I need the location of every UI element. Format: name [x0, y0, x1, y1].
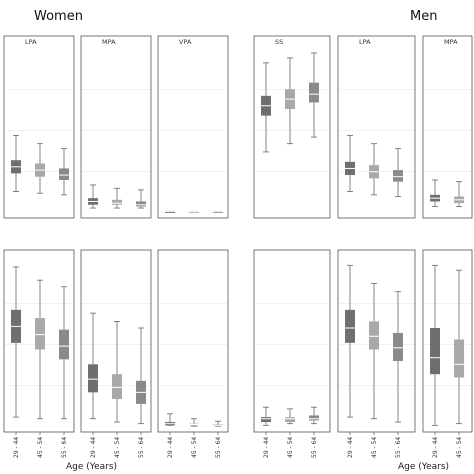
x-tick-label: 29 - 44	[167, 437, 174, 458]
box-iqr	[136, 201, 146, 207]
panel-frame	[80, 249, 152, 433]
box-iqr	[345, 309, 355, 343]
box-iqr	[309, 82, 319, 103]
x-tick-label: 29 - 44	[90, 437, 97, 458]
panels-layer: LPA MPA VPA SS LPA MPA 29 - 44 45 - 54 55 - 64 29…	[3, 35, 473, 458]
x-axis-title-men: Age (Years)	[398, 462, 449, 472]
x-tick-label: 55 - 64	[395, 437, 402, 458]
x-tick-label: 45 - 54	[287, 437, 294, 458]
x-tick-label: 55 - 64	[311, 437, 318, 458]
x-tick-label: 45 - 54	[191, 437, 198, 458]
panel-frame	[157, 35, 229, 219]
box-iqr	[393, 170, 403, 182]
x-tick-label: 45 - 54	[371, 437, 378, 458]
women-group-title: Women	[34, 9, 83, 24]
box-iqr	[430, 328, 440, 375]
x-tick-label: 55 - 64	[215, 437, 222, 458]
x-tick-label: 55 - 64	[61, 437, 68, 458]
box-iqr	[369, 321, 379, 350]
x-tick-label: 45 - 54	[456, 437, 463, 458]
panel-label: MPA	[444, 38, 458, 46]
box-iqr	[213, 211, 223, 213]
box-iqr	[35, 318, 45, 350]
box-iqr	[285, 417, 295, 423]
box-iqr	[189, 211, 199, 213]
panel-label: LPA	[359, 38, 371, 46]
x-tick-label: 29 - 44	[263, 437, 270, 458]
box-iqr	[59, 168, 69, 180]
box-iqr	[112, 374, 122, 399]
box-iqr	[165, 211, 175, 213]
panel-label: SS	[275, 38, 283, 46]
x-tick-label: 29 - 44	[347, 437, 354, 458]
panel-frame	[422, 35, 473, 219]
panel-frame	[253, 35, 331, 219]
box-iqr	[309, 415, 319, 421]
panel-label: VPA	[179, 38, 192, 46]
box-iqr	[88, 364, 98, 393]
panel-label: LPA	[25, 38, 37, 46]
x-tick-label: 45 - 54	[114, 437, 121, 458]
panel-label: MPA	[102, 38, 116, 46]
box-iqr	[112, 199, 122, 205]
x-tick-label: 55 - 64	[138, 437, 145, 458]
box-iqr	[454, 339, 464, 378]
x-tick-label: 29 - 44	[13, 437, 20, 458]
box-iqr	[59, 329, 69, 360]
panel-frame	[253, 249, 331, 433]
panel-frame	[337, 35, 416, 219]
panel-frame	[157, 249, 229, 433]
panel-frame	[3, 35, 75, 219]
men-group-title: Men	[410, 9, 437, 24]
x-axis-title-women: Age (Years)	[66, 462, 117, 472]
box-iqr	[261, 417, 271, 423]
panel-frame	[80, 35, 152, 219]
x-tick-label: 45 - 54	[37, 437, 44, 458]
box-iqr	[393, 332, 403, 361]
x-tick-label: 29 - 44	[432, 437, 439, 458]
